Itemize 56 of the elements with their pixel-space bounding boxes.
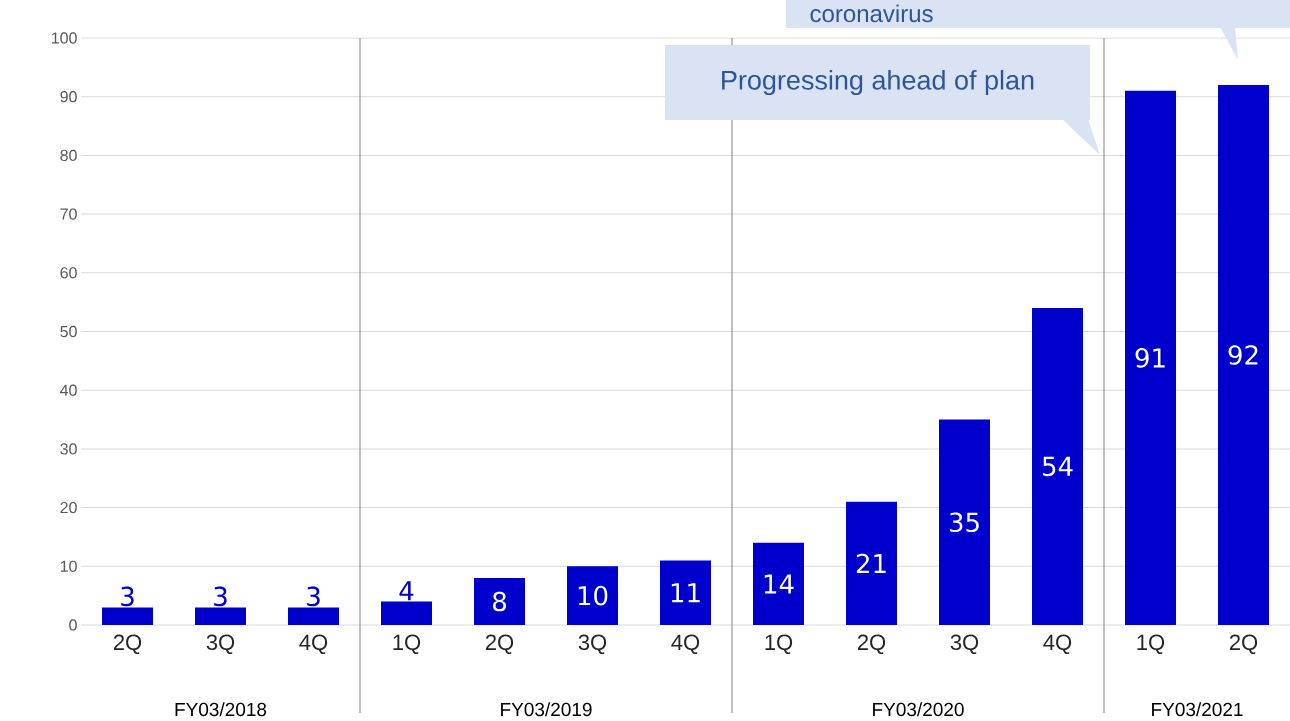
bar: [474, 578, 526, 625]
text: FY03/2019: [501, 702, 592, 717]
x-tick-label: 1Q: [393, 634, 421, 655]
bar: [939, 419, 991, 625]
x-tick-label: 2Q: [113, 634, 142, 655]
data-label: 92: [1228, 345, 1258, 365]
x-tick-label: 4Q: [299, 634, 328, 655]
x-tick-label: 1Q: [1137, 634, 1165, 655]
x-tick-label: 3Q: [950, 634, 979, 655]
data-label: 35: [949, 512, 979, 533]
x-tick-label: 2Q: [485, 634, 514, 655]
bar: [1125, 90, 1176, 625]
bar: [660, 560, 711, 625]
text: coronavirus: [810, 4, 933, 23]
bar: [1032, 308, 1084, 625]
x-tick-label: 4Q: [671, 634, 700, 655]
data-label: 3: [121, 586, 134, 607]
bar: [567, 566, 618, 625]
y-tick-label: 50: [60, 325, 77, 338]
y-tick-label: 100: [52, 32, 77, 44]
bar: [102, 607, 153, 625]
data-label: 54: [1042, 456, 1073, 477]
y-tick-label: 70: [60, 208, 77, 220]
data-label: 10: [578, 585, 608, 606]
x-tick-label: 4Q: [1043, 634, 1072, 655]
y-tick-label: 90: [60, 91, 77, 103]
bar: [846, 501, 897, 625]
data-label: 21: [856, 553, 886, 574]
y-tick-label: 80: [60, 149, 77, 162]
data-label: 8: [493, 591, 507, 612]
bar: [288, 607, 339, 625]
x-tick-label: 2Q: [1229, 634, 1258, 655]
x-tick-label: 3Q: [578, 634, 607, 655]
data-label: 14: [764, 574, 794, 594]
bar: [1218, 84, 1269, 625]
data-label: 4: [399, 581, 414, 601]
text: FY03/2020: [873, 702, 964, 717]
text: FY03/2021: [1152, 702, 1243, 717]
data-label: 3: [307, 586, 320, 607]
x-tick-label: 1Q: [765, 634, 793, 655]
data-label: 3: [214, 586, 227, 607]
y-tick-label: 0: [69, 619, 77, 631]
text: FY03/2018: [175, 702, 267, 717]
y-tick-label: 30: [60, 443, 77, 455]
bar: [195, 607, 246, 625]
data-label: 11: [671, 583, 700, 603]
x-tick-label: 3Q: [206, 634, 235, 655]
y-tick-label: 10: [60, 560, 77, 572]
data-label: 91: [1135, 348, 1165, 368]
bar: [381, 601, 432, 625]
bar: [753, 542, 804, 625]
annotation: Progressing ahead of plan: [722, 69, 1034, 96]
y-tick-label: 60: [60, 267, 77, 279]
y-tick-label: 20: [60, 501, 77, 514]
x-tick-label: 2Q: [857, 634, 886, 655]
y-tick-label: 40: [60, 384, 77, 396]
